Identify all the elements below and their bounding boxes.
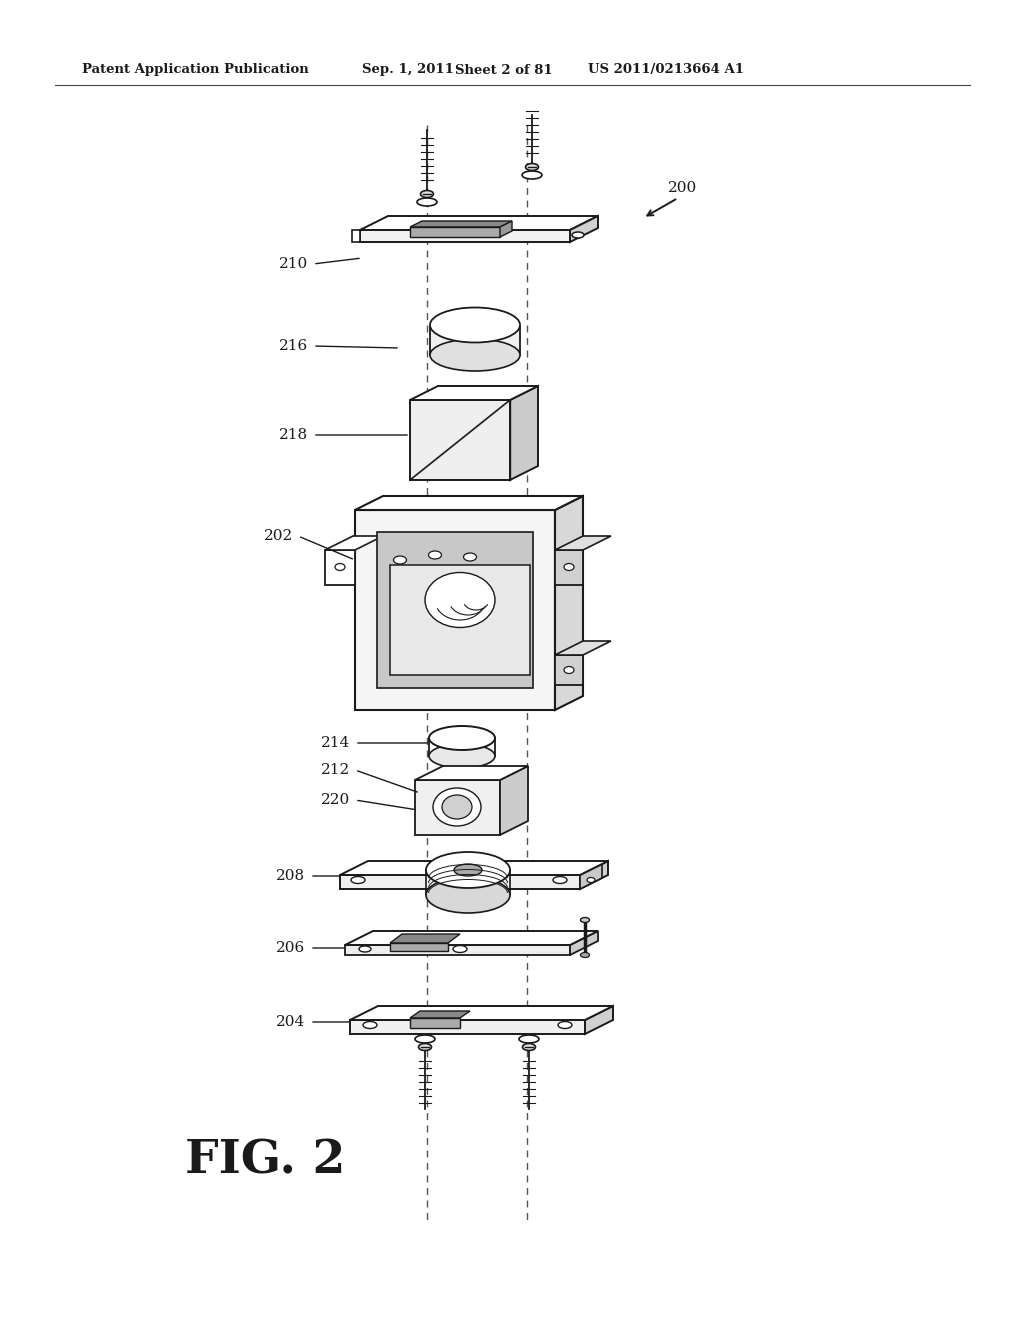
- Ellipse shape: [428, 550, 441, 558]
- Polygon shape: [325, 550, 355, 585]
- Ellipse shape: [522, 172, 542, 180]
- Ellipse shape: [417, 198, 437, 206]
- Text: Patent Application Publication: Patent Application Publication: [82, 63, 309, 77]
- Polygon shape: [352, 230, 360, 242]
- Ellipse shape: [522, 1044, 536, 1051]
- Polygon shape: [555, 496, 583, 710]
- Ellipse shape: [442, 795, 472, 818]
- Polygon shape: [555, 655, 583, 685]
- Ellipse shape: [421, 190, 433, 198]
- Ellipse shape: [587, 878, 595, 883]
- Ellipse shape: [426, 876, 510, 913]
- Polygon shape: [377, 532, 534, 688]
- Ellipse shape: [419, 1044, 431, 1051]
- Polygon shape: [360, 216, 598, 230]
- Polygon shape: [390, 935, 460, 942]
- Ellipse shape: [430, 308, 520, 342]
- Polygon shape: [415, 780, 500, 836]
- Text: 208: 208: [275, 869, 305, 883]
- Polygon shape: [570, 931, 598, 954]
- Ellipse shape: [429, 744, 495, 768]
- Polygon shape: [500, 220, 512, 238]
- Text: 220: 220: [321, 793, 350, 807]
- Ellipse shape: [581, 953, 590, 957]
- Polygon shape: [510, 385, 538, 480]
- Polygon shape: [390, 565, 530, 675]
- Polygon shape: [500, 766, 528, 836]
- Text: FIG. 2: FIG. 2: [185, 1137, 345, 1183]
- Polygon shape: [350, 1006, 613, 1020]
- Ellipse shape: [426, 851, 510, 888]
- Ellipse shape: [581, 917, 590, 923]
- Text: Sep. 1, 2011: Sep. 1, 2011: [362, 63, 454, 77]
- Ellipse shape: [464, 553, 476, 561]
- Polygon shape: [355, 510, 555, 710]
- Polygon shape: [390, 942, 449, 950]
- Text: 202: 202: [264, 529, 293, 543]
- Ellipse shape: [351, 876, 365, 883]
- Polygon shape: [555, 642, 611, 655]
- Ellipse shape: [425, 573, 495, 627]
- Ellipse shape: [453, 945, 467, 953]
- Ellipse shape: [429, 726, 495, 750]
- Text: 214: 214: [321, 737, 350, 750]
- Ellipse shape: [430, 339, 520, 371]
- Text: 212: 212: [321, 763, 350, 777]
- Text: Sheet 2 of 81: Sheet 2 of 81: [455, 63, 553, 77]
- Polygon shape: [345, 945, 570, 954]
- Polygon shape: [410, 220, 512, 227]
- Polygon shape: [410, 385, 538, 400]
- Polygon shape: [340, 861, 608, 875]
- Polygon shape: [410, 1018, 460, 1028]
- Polygon shape: [410, 227, 500, 238]
- Polygon shape: [430, 327, 520, 355]
- Polygon shape: [415, 766, 528, 780]
- Ellipse shape: [572, 232, 584, 238]
- Polygon shape: [580, 861, 608, 888]
- Ellipse shape: [415, 1035, 435, 1043]
- Text: 216: 216: [279, 339, 308, 352]
- Text: 206: 206: [275, 941, 305, 954]
- Polygon shape: [355, 496, 583, 510]
- Ellipse shape: [359, 946, 371, 952]
- Polygon shape: [350, 1020, 585, 1034]
- Ellipse shape: [564, 667, 574, 673]
- Polygon shape: [410, 400, 510, 480]
- Ellipse shape: [525, 164, 539, 170]
- Ellipse shape: [433, 788, 481, 826]
- Polygon shape: [360, 230, 570, 242]
- Ellipse shape: [553, 876, 567, 883]
- Ellipse shape: [335, 564, 345, 570]
- Ellipse shape: [454, 865, 482, 876]
- Ellipse shape: [564, 564, 574, 570]
- Ellipse shape: [393, 556, 407, 564]
- Polygon shape: [410, 1011, 470, 1018]
- Ellipse shape: [362, 1022, 377, 1028]
- Ellipse shape: [519, 1035, 539, 1043]
- Polygon shape: [555, 550, 583, 585]
- Text: 210: 210: [279, 257, 308, 271]
- Polygon shape: [555, 536, 611, 550]
- Polygon shape: [585, 1006, 613, 1034]
- Text: 204: 204: [275, 1015, 305, 1030]
- Text: 218: 218: [279, 428, 308, 442]
- Polygon shape: [340, 875, 580, 888]
- Text: 200: 200: [668, 181, 697, 195]
- Text: US 2011/0213664 A1: US 2011/0213664 A1: [588, 63, 744, 77]
- Polygon shape: [570, 216, 598, 242]
- Ellipse shape: [558, 1022, 572, 1028]
- Polygon shape: [345, 931, 598, 945]
- Polygon shape: [580, 865, 602, 888]
- Polygon shape: [325, 536, 383, 550]
